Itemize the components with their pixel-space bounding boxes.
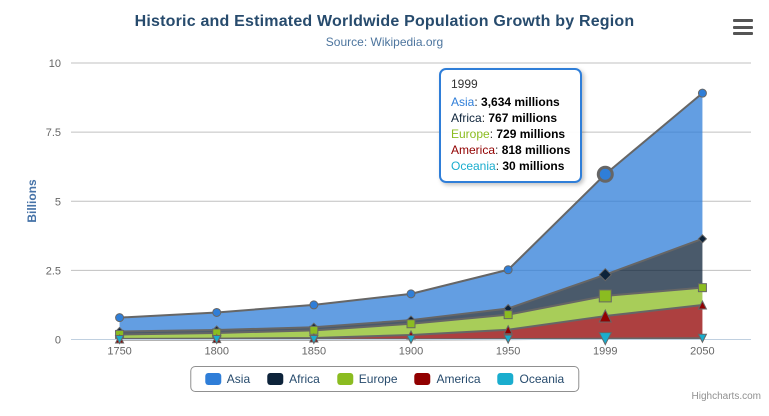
x-axis-label: 1999 xyxy=(593,346,617,358)
marker-triangle[interactable] xyxy=(598,308,613,323)
credits-link[interactable]: Highcharts.com xyxy=(691,391,761,402)
tooltip-header: 1999 xyxy=(451,77,478,91)
legend-item-asia[interactable]: Asia xyxy=(204,372,251,386)
marker-circle[interactable] xyxy=(503,265,513,275)
tooltip-row-america: America: 818 millions xyxy=(451,143,571,157)
chart-title: Historic and Estimated Worldwide Populat… xyxy=(134,13,635,30)
legend-label: America xyxy=(436,372,481,386)
marker-triangle[interactable] xyxy=(503,324,513,335)
legend-swatch-america xyxy=(414,373,431,385)
x-axis-label: 2050 xyxy=(690,346,714,358)
tooltip-series-value: 729 millions xyxy=(496,127,566,141)
marker-square[interactable] xyxy=(503,310,513,320)
chart-subtitle: Source: Wikipedia.org xyxy=(325,35,444,49)
tooltip-series-value: 767 millions xyxy=(488,111,558,125)
marker-square[interactable] xyxy=(697,283,707,293)
marker-circle[interactable] xyxy=(697,88,707,98)
legend-item-america[interactable]: America xyxy=(414,372,481,386)
marker-diamond[interactable] xyxy=(697,234,708,244)
x-axis-label: 1900 xyxy=(399,346,423,358)
legend-item-oceania[interactable]: Oceania xyxy=(497,372,565,386)
y-axis-label: 0 xyxy=(55,335,61,347)
y-axis-label: 2.5 xyxy=(46,265,61,277)
marker-triangle-down[interactable] xyxy=(697,333,708,344)
x-axis-label: 1850 xyxy=(302,346,326,358)
y-axis-label: 10 xyxy=(49,58,61,70)
marker-triangle-down[interactable] xyxy=(211,334,222,345)
marker-triangle[interactable] xyxy=(697,299,708,310)
tooltip-row-oceania: Oceania: 30 millions xyxy=(451,159,565,173)
legend: Asia Africa Europe America Oceania xyxy=(189,366,580,392)
marker-triangle-down[interactable] xyxy=(503,334,513,345)
export-menu-button[interactable] xyxy=(733,19,754,35)
tooltip-row-africa: Africa: 767 millions xyxy=(451,111,558,125)
tooltip: 1999 Asia: 3,634 millions Africa: 767 mil… xyxy=(439,68,583,183)
y-axis-label: 5 xyxy=(55,196,61,208)
tooltip-series-value: 30 millions xyxy=(502,159,565,173)
marker-circle[interactable] xyxy=(309,300,319,310)
legend-swatch-africa xyxy=(267,373,284,385)
legend-item-africa[interactable]: Africa xyxy=(267,372,320,386)
marker-triangle-down[interactable] xyxy=(309,334,319,345)
y-axis-label: 7.5 xyxy=(46,127,61,139)
hamburger-icon xyxy=(733,25,753,29)
marker-circle[interactable] xyxy=(596,165,614,183)
x-axis-label: 1800 xyxy=(204,346,228,358)
tooltip-series-value: 818 millions xyxy=(501,143,571,157)
series-area-africa[interactable] xyxy=(119,238,703,335)
legend-swatch-europe xyxy=(336,373,353,385)
marker-circle[interactable] xyxy=(115,313,125,323)
tooltip-series-name: Europe xyxy=(451,127,490,141)
tooltip-series-value: 3,634 millions xyxy=(481,95,560,109)
hamburger-icon xyxy=(733,32,753,35)
tooltip-row-europe: Europe: 729 millions xyxy=(451,127,566,141)
legend-label: Europe xyxy=(358,372,398,386)
marker-circle[interactable] xyxy=(212,307,222,317)
legend-item-europe[interactable]: Europe xyxy=(336,372,398,386)
marker-square[interactable] xyxy=(598,289,612,303)
marker-triangle-down[interactable] xyxy=(114,334,125,345)
x-axis-label: 1950 xyxy=(496,346,520,358)
marker-circle[interactable] xyxy=(406,289,416,299)
tooltip-series-name: America xyxy=(451,143,496,157)
legend-swatch-oceania xyxy=(497,373,514,385)
hamburger-icon xyxy=(733,19,753,22)
tooltip-row-asia: Asia: 3,634 millions xyxy=(451,95,560,109)
marker-triangle-down[interactable] xyxy=(406,334,416,345)
y-axis-title: Billions xyxy=(25,179,39,223)
legend-label: Oceania xyxy=(519,372,565,386)
x-axis-label: 1750 xyxy=(107,346,131,358)
marker-triangle-down[interactable] xyxy=(598,332,613,346)
legend-swatch-asia xyxy=(204,373,221,385)
tooltip-series-name: Africa xyxy=(451,111,482,125)
legend-label: Africa xyxy=(289,372,320,386)
series-area-america[interactable] xyxy=(119,305,703,340)
series-area-asia[interactable] xyxy=(119,93,703,332)
marker-diamond[interactable] xyxy=(598,267,612,282)
tooltip-series-name: Asia xyxy=(451,95,475,109)
tooltip-series-name: Oceania xyxy=(451,159,496,173)
legend-label: Asia xyxy=(226,372,251,386)
marker-square[interactable] xyxy=(406,319,416,329)
